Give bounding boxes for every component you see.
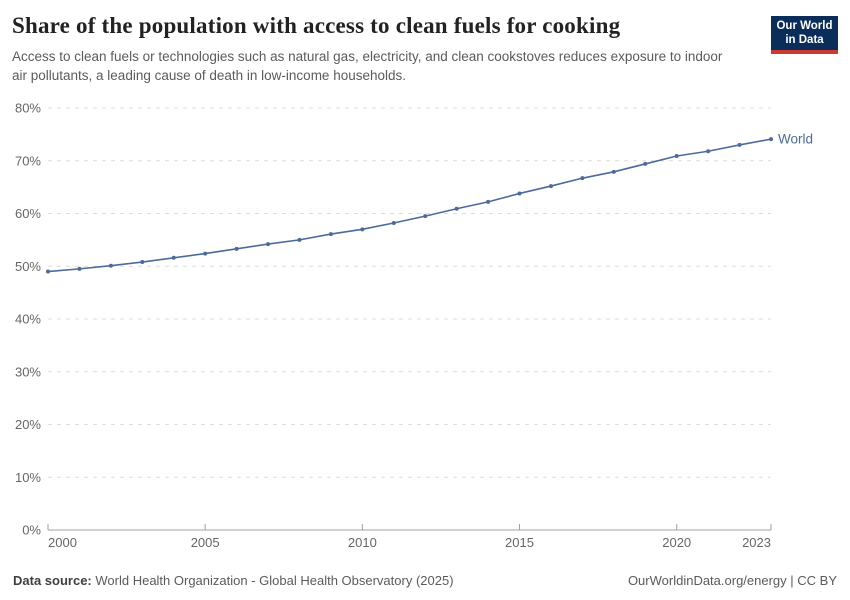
data-point bbox=[266, 242, 271, 247]
data-point bbox=[643, 161, 648, 166]
x-tick-label: 2020 bbox=[662, 535, 691, 550]
x-tick-label: 2005 bbox=[191, 535, 220, 550]
owid-logo[interactable]: Our World in Data bbox=[771, 16, 838, 55]
y-tick-label: 70% bbox=[15, 153, 41, 168]
chart-footer: Data source: World Health Organization -… bbox=[13, 573, 837, 588]
y-tick-label: 40% bbox=[15, 312, 41, 327]
page-title: Share of the population with access to c… bbox=[12, 13, 621, 38]
data-point bbox=[360, 227, 365, 232]
data-point bbox=[486, 199, 491, 204]
data-point bbox=[611, 169, 616, 174]
chart-subtitle: Access to clean fuels or technologies su… bbox=[12, 49, 723, 83]
data-point bbox=[769, 137, 773, 142]
data-point bbox=[423, 214, 428, 219]
data-source-text: World Health Organization - Global Healt… bbox=[95, 573, 454, 588]
data-point bbox=[454, 206, 459, 211]
y-tick-label: 50% bbox=[15, 259, 41, 274]
data-point bbox=[46, 269, 50, 274]
x-tick-label: 2023 bbox=[742, 535, 771, 550]
data-point bbox=[234, 246, 239, 251]
owid-logo-line1: Our World bbox=[776, 20, 833, 32]
x-tick-label: 2015 bbox=[505, 535, 534, 550]
owid-logo-line2: in Data bbox=[785, 33, 824, 46]
data-source: Data source: World Health Organization -… bbox=[13, 573, 454, 588]
data-source-label: Data source: bbox=[13, 573, 92, 588]
data-point bbox=[737, 142, 742, 147]
data-point bbox=[108, 263, 113, 268]
data-point bbox=[517, 191, 522, 196]
chart-header: Share of the population with access to c… bbox=[12, 13, 838, 85]
license-note[interactable]: OurWorldinData.org/energy | CC BY bbox=[627, 573, 837, 588]
y-tick-label: 80% bbox=[15, 101, 41, 116]
data-point bbox=[297, 237, 302, 242]
data-point bbox=[203, 251, 208, 256]
data-point bbox=[548, 184, 553, 189]
series-line bbox=[47, 138, 772, 273]
data-point bbox=[391, 220, 396, 225]
data-point bbox=[706, 149, 711, 154]
data-point bbox=[328, 232, 333, 237]
y-tick-label: 20% bbox=[15, 417, 41, 432]
y-tick-label: 10% bbox=[15, 470, 41, 485]
data-point bbox=[674, 154, 679, 159]
series-label-world: World bbox=[778, 132, 813, 147]
y-tick-label: 0% bbox=[22, 523, 41, 538]
data-point bbox=[580, 176, 585, 181]
data-point bbox=[171, 255, 176, 260]
data-point bbox=[140, 260, 145, 265]
x-tick-label: 2010 bbox=[348, 535, 377, 550]
y-tick-label: 30% bbox=[15, 364, 41, 379]
x-tick-label: 2000 bbox=[48, 535, 77, 550]
data-point bbox=[77, 266, 82, 271]
y-tick-label: 60% bbox=[15, 206, 41, 221]
